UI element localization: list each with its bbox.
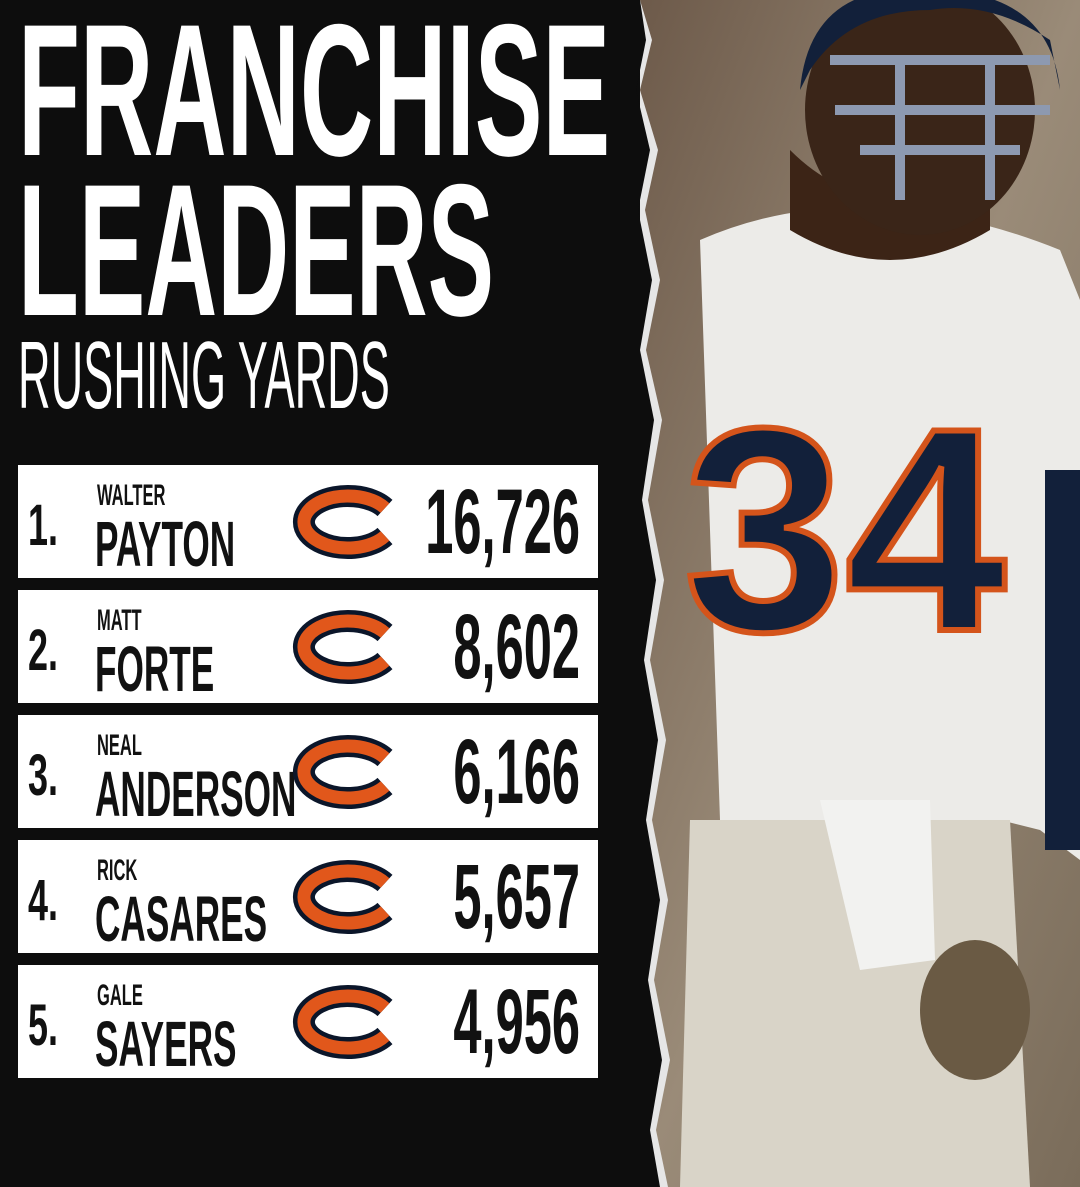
last-name: PAYTON xyxy=(95,508,235,580)
rank: 5. xyxy=(28,993,58,1058)
rushing-yards: 8,602 xyxy=(453,595,580,698)
last-name: ANDERSON xyxy=(95,758,296,830)
rushing-yards: 6,166 xyxy=(453,720,580,823)
team-logo xyxy=(297,489,390,555)
rushing-yards: 16,726 xyxy=(425,470,580,573)
first-name: GALE xyxy=(97,979,143,1012)
last-name: CASARES xyxy=(95,883,267,955)
team-logo xyxy=(297,864,390,930)
team-logo xyxy=(297,989,390,1055)
jersey xyxy=(700,207,1080,861)
rank: 2. xyxy=(28,618,58,683)
team-logo xyxy=(297,739,390,805)
pants xyxy=(680,820,1030,1187)
first-name: WALTER xyxy=(97,479,165,512)
facemask xyxy=(830,55,1050,200)
towel xyxy=(820,800,935,970)
subtitle: RUSHING YARDS xyxy=(18,321,390,429)
team-logo xyxy=(297,614,390,680)
helmet xyxy=(800,0,1060,90)
rank: 3. xyxy=(28,743,58,808)
title-line: LEADERS xyxy=(18,145,494,355)
glove xyxy=(920,940,1030,1080)
first-name: RICK xyxy=(97,854,138,887)
first-name: NEAL xyxy=(97,729,142,762)
sleeve xyxy=(1045,470,1080,850)
player-photo: 34 xyxy=(640,0,1080,1187)
last-name: SAYERS xyxy=(95,1008,236,1080)
rushing-yards: 5,657 xyxy=(453,845,580,948)
first-name: MATT xyxy=(97,604,142,637)
last-name: FORTE xyxy=(95,633,214,705)
title-line: FRANCHISE xyxy=(18,0,610,196)
rank: 4. xyxy=(28,868,58,933)
jersey-number: 34 xyxy=(684,368,1008,692)
torn-edge-shadow xyxy=(636,0,662,1187)
rank: 1. xyxy=(28,493,58,558)
rushing-yards: 4,956 xyxy=(453,970,580,1073)
